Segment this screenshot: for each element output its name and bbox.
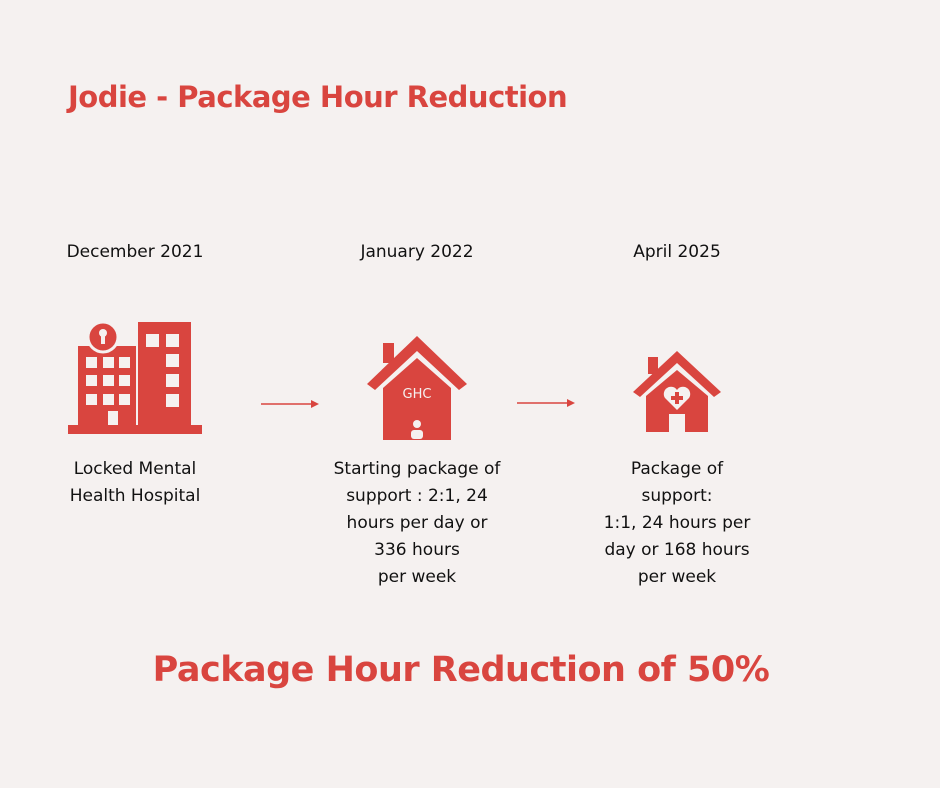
ghc-house-icon — [367, 336, 467, 440]
hospital-icon — [68, 320, 202, 434]
stage-description: Starting package of support : 2:1, 24 hour… — [307, 456, 527, 591]
stage-date: December 2021 — [66, 242, 204, 262]
stage-description: Package of support: 1:1, 24 hours per day o… — [567, 456, 787, 591]
stage-date: April 2025 — [633, 242, 721, 262]
care-house-icon — [633, 351, 721, 432]
description-line: Health Hospital — [69, 486, 201, 506]
description-line: support : 2:1, 24 — [346, 486, 488, 506]
description-line: per week — [377, 567, 457, 587]
arrow — [517, 399, 575, 407]
stage-date: January 2022 — [360, 242, 474, 262]
arrow — [261, 400, 319, 408]
description-line: Package of — [630, 459, 724, 479]
description-line: support: — [641, 486, 713, 506]
description-line: per week — [637, 567, 717, 587]
description-line: hours per day or — [346, 513, 488, 533]
description-line: 1:1, 24 hours per — [603, 513, 751, 533]
description-line: 336 hours — [374, 540, 460, 560]
description-line: Starting package of — [333, 459, 501, 479]
summary: Package Hour Reduction of 50% — [152, 650, 770, 690]
description-line: day or 168 hours — [604, 540, 750, 560]
stage-description: Locked Mental Health Hospital — [25, 456, 245, 510]
description-line: Locked Mental — [73, 459, 197, 479]
icon-label: GHC — [403, 387, 432, 402]
title: Jodie - Package Hour Reduction — [68, 80, 568, 114]
